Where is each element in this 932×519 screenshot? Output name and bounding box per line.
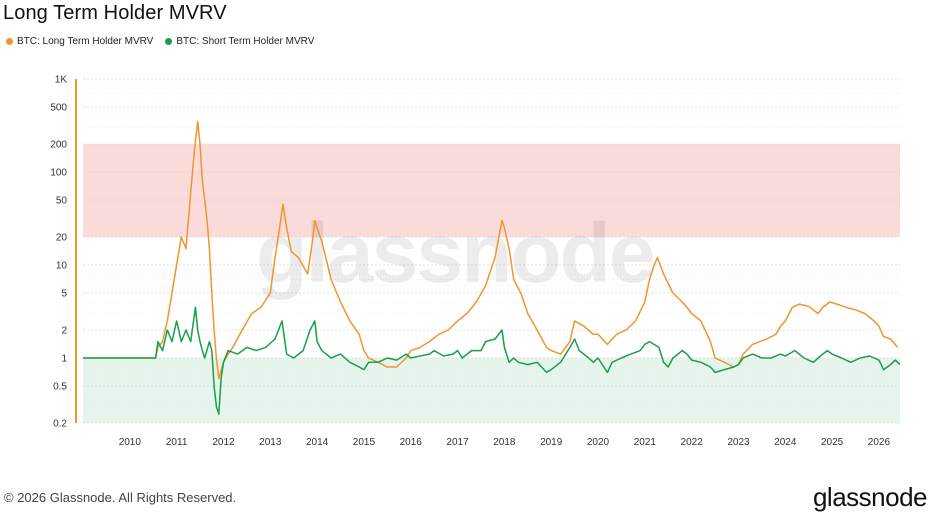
x-tick-label: 2012 [212, 437, 235, 448]
band-1 [83, 357, 900, 423]
x-tick-label: 2019 [540, 437, 563, 448]
copyright-text: © 2026 Glassnode. All Rights Reserved. [4, 490, 237, 505]
legend-item-lth[interactable]: BTC: Long Term Holder MVRV [6, 36, 153, 47]
x-tick-label: 2026 [868, 437, 891, 448]
y-tick-label: 200 [50, 140, 67, 151]
legend: BTC: Long Term Holder MVRV BTC: Short Te… [6, 36, 314, 47]
legend-label-sth: BTC: Short Term Holder MVRV [176, 36, 315, 47]
series-line-lth [83, 120, 899, 380]
y-tick-label: 20 [56, 233, 68, 244]
x-tick-label: 2024 [774, 437, 797, 448]
x-tick-label: 2023 [727, 437, 750, 448]
x-tick-label: 2014 [306, 437, 329, 448]
watermark-text: glassnode [256, 206, 653, 300]
legend-label-lth: BTC: Long Term Holder MVRV [17, 36, 154, 47]
x-tick-label: 2022 [681, 437, 704, 448]
y-tick-label: 5 [61, 288, 67, 299]
x-tick-label: 2025 [821, 437, 844, 448]
x-tick-label: 2017 [446, 437, 469, 448]
y-tick-label: 1K [55, 75, 68, 86]
glassnode-logo: glassnode [812, 482, 928, 512]
legend-item-sth[interactable]: BTC: Short Term Holder MVRV [165, 36, 314, 47]
x-tick-label: 2021 [634, 437, 657, 448]
series-line-sth [83, 306, 901, 415]
x-tick-label: 2018 [493, 437, 516, 448]
legend-dot-lth [6, 38, 13, 45]
y-tick-label: 100 [50, 167, 67, 178]
x-tick-label: 2011 [166, 437, 188, 448]
x-tick-label: 2013 [259, 437, 282, 448]
x-tick-label: 2016 [400, 437, 423, 448]
y-tick-label: 1 [61, 353, 67, 364]
y-tick-label: 50 [56, 195, 68, 206]
x-tick-label: 2015 [353, 437, 376, 448]
y-tick-label: 500 [50, 102, 67, 113]
y-tick-label: 0.2 [53, 419, 67, 430]
chart-title: Long Term Holder MVRV [3, 2, 227, 24]
y-tick-label: 0.5 [53, 381, 67, 392]
y-tick-label: 2 [61, 326, 67, 337]
legend-dot-sth [165, 38, 173, 45]
y-tick-label: 10 [56, 260, 68, 271]
x-tick-label: 2010 [119, 437, 142, 448]
band-0 [83, 144, 900, 238]
x-tick-label: 2020 [587, 437, 610, 448]
